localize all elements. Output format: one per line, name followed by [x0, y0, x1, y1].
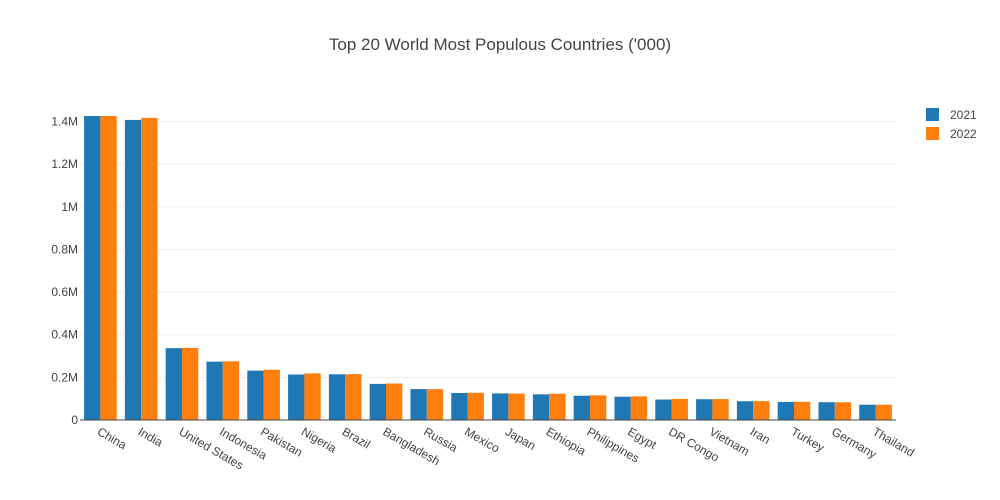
bar-2021-egypt[interactable]	[614, 396, 631, 420]
y-tick-label: 0.2M	[51, 370, 78, 384]
bar-2022-japan[interactable]	[508, 393, 525, 420]
bar-2021-vietnam[interactable]	[696, 399, 713, 420]
bar-2022-russia[interactable]	[426, 389, 444, 420]
x-tick-label: Germany	[829, 424, 879, 461]
bar-2021-pakistan[interactable]	[247, 370, 264, 420]
legend-swatch-2021[interactable]	[926, 108, 939, 121]
y-gridlines	[80, 121, 896, 378]
bar-2021-philippines[interactable]	[573, 395, 590, 420]
bar-2021-nigeria[interactable]	[288, 374, 305, 420]
bar-2021-indonesia[interactable]	[206, 361, 223, 420]
x-tick-label: Nigeria	[299, 424, 339, 455]
legend-label-2022[interactable]: 2022	[950, 127, 977, 141]
x-tick-label: Japan	[503, 424, 538, 452]
y-tick-label: 0.6M	[51, 285, 78, 299]
x-tick-label: Iran	[748, 424, 773, 446]
bar-2021-bangladesh[interactable]	[369, 383, 386, 420]
x-axis-ticks: China India United StatesIndonesiaPakistan…	[95, 424, 917, 472]
y-tick-label: 1.2M	[51, 157, 78, 171]
bar-2021-russia[interactable]	[410, 389, 427, 420]
bar-2022-bangladesh[interactable]	[386, 383, 403, 420]
y-tick-label: 0.4M	[51, 328, 78, 342]
bar-2022-ethiopia[interactable]	[549, 393, 566, 420]
bar-2022-iran[interactable]	[753, 401, 770, 420]
bar-2021-united-states[interactable]	[165, 348, 182, 420]
chart-title: Top 20 World Most Populous Countries ('0…	[329, 35, 671, 54]
bar-2022-indonesia[interactable]	[222, 361, 240, 420]
x-tick-label: Turkey	[789, 424, 827, 454]
x-tick-label: Brazil	[340, 424, 373, 451]
legend: 2021 2022	[926, 108, 977, 141]
bar-2021-dr-congo[interactable]	[655, 399, 672, 420]
y-tick-label: 1.4M	[51, 115, 78, 129]
bar-2022-egypt[interactable]	[630, 396, 648, 420]
bar-2022-thailand[interactable]	[875, 404, 892, 420]
y-tick-label: 0.8M	[51, 242, 78, 256]
bar-2022-dr-congo[interactable]	[671, 398, 688, 420]
bar-2022-vietnam[interactable]	[712, 399, 729, 420]
bar-2022-nigeria[interactable]	[304, 373, 321, 420]
bar-2021-india[interactable]	[124, 119, 142, 420]
bar-2022-philippines[interactable]	[590, 395, 607, 420]
bar-2022-brazil[interactable]	[345, 374, 362, 420]
x-tick-label: India	[136, 424, 166, 449]
y-axis-ticks: 0 0.2M 0.4M 0.6M 0.8M 1M 1.2M 1.4M	[51, 115, 78, 427]
bar-2021-turkey[interactable]	[777, 401, 794, 420]
x-tick-label: Ethiopia	[544, 424, 589, 458]
x-tick-label: China	[95, 424, 129, 452]
legend-label-2021[interactable]: 2021	[950, 108, 977, 122]
bar-2021-mexico[interactable]	[451, 392, 468, 420]
bar-2021-brazil[interactable]	[328, 374, 346, 420]
legend-swatch-2022[interactable]	[926, 127, 939, 140]
bars-group	[84, 116, 892, 421]
bar-2021-thailand[interactable]	[859, 404, 876, 420]
bar-2022-united-states[interactable]	[182, 347, 199, 420]
bar-2021-iran[interactable]	[736, 401, 754, 420]
bar-2022-germany[interactable]	[834, 402, 852, 420]
bar-2022-mexico[interactable]	[467, 392, 484, 420]
y-tick-label: 0	[71, 413, 78, 427]
bar-2021-germany[interactable]	[818, 402, 835, 420]
bar-2022-pakistan[interactable]	[263, 369, 280, 420]
bar-2022-india[interactable]	[141, 117, 158, 420]
bar-2021-china[interactable]	[84, 116, 101, 421]
bar-2022-turkey[interactable]	[794, 401, 811, 420]
bar-2021-japan[interactable]	[492, 393, 509, 420]
bar-2022-china[interactable]	[100, 116, 117, 420]
x-tick-label: Thailand	[870, 424, 917, 459]
y-tick-label: 1M	[61, 200, 78, 214]
bar-2021-ethiopia[interactable]	[532, 394, 550, 420]
x-tick-label: Mexico	[462, 424, 502, 455]
